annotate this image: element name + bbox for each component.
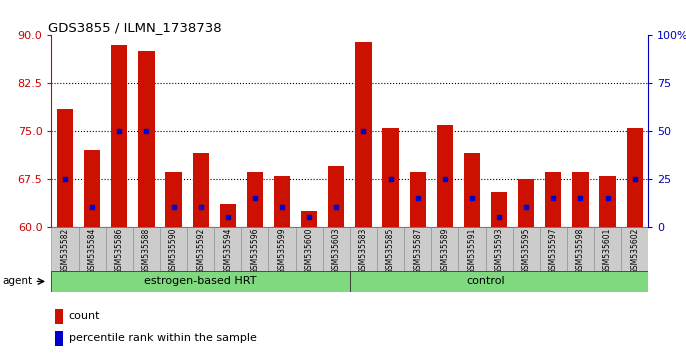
Bar (55, 331, 63, 346)
Text: GSM535583: GSM535583 (359, 228, 368, 274)
Bar (512, 227, 540, 271)
Text: estrogen-based HRT: estrogen-based HRT (145, 276, 257, 286)
Text: GSM535588: GSM535588 (142, 228, 151, 274)
Bar (518, 179, 534, 227)
Text: count: count (69, 311, 100, 321)
Bar (486, 227, 512, 271)
Bar (268, 227, 296, 271)
Text: GSM535587: GSM535587 (413, 228, 422, 274)
Bar (328, 166, 344, 227)
Bar (350, 227, 377, 271)
Bar (594, 227, 621, 271)
Text: GSM535598: GSM535598 (576, 228, 585, 274)
Bar (621, 227, 648, 271)
Text: GSM535595: GSM535595 (521, 228, 531, 274)
Bar (241, 227, 268, 271)
Text: GSM535585: GSM535585 (386, 228, 395, 274)
Bar (247, 172, 263, 227)
Text: GSM535582: GSM535582 (60, 228, 69, 274)
Bar (600, 176, 616, 227)
Text: GSM535589: GSM535589 (440, 228, 449, 274)
Text: control: control (466, 276, 505, 286)
Bar (491, 192, 507, 227)
Bar (567, 227, 594, 271)
Text: GSM535599: GSM535599 (278, 228, 287, 274)
Text: GSM535597: GSM535597 (549, 228, 558, 274)
Text: GSM535592: GSM535592 (196, 228, 205, 274)
Bar (51, 227, 79, 271)
Bar (382, 128, 399, 227)
Text: GSM535603: GSM535603 (332, 228, 341, 274)
Text: GDS3855 / ILMN_1738738: GDS3855 / ILMN_1738738 (49, 21, 222, 34)
Text: GSM535596: GSM535596 (250, 228, 259, 274)
Text: GSM535584: GSM535584 (88, 228, 97, 274)
Text: GSM535590: GSM535590 (169, 228, 178, 274)
Bar (458, 227, 486, 271)
Bar (55, 309, 63, 324)
Bar (165, 172, 182, 227)
Bar (355, 42, 372, 227)
Bar (572, 172, 589, 227)
Bar (51, 271, 350, 292)
Bar (57, 109, 73, 227)
Bar (626, 128, 643, 227)
Bar (214, 227, 241, 271)
Bar (437, 125, 453, 227)
Bar (274, 176, 290, 227)
Bar (296, 227, 322, 271)
Bar (540, 227, 567, 271)
Bar (84, 150, 100, 227)
Text: GSM535602: GSM535602 (630, 228, 639, 274)
Bar (139, 51, 154, 227)
Text: GSM535591: GSM535591 (467, 228, 477, 274)
Bar (220, 204, 236, 227)
Text: GSM535600: GSM535600 (305, 228, 314, 274)
Text: agent: agent (2, 276, 32, 286)
Bar (350, 271, 648, 292)
Bar (377, 227, 404, 271)
Text: percentile rank within the sample: percentile rank within the sample (69, 333, 257, 343)
Bar (545, 172, 561, 227)
Bar (160, 227, 187, 271)
Text: GSM535594: GSM535594 (223, 228, 233, 274)
Bar (410, 172, 426, 227)
Bar (79, 227, 106, 271)
Bar (187, 227, 214, 271)
Bar (106, 227, 133, 271)
Text: GSM535601: GSM535601 (603, 228, 612, 274)
Bar (431, 227, 458, 271)
Bar (404, 227, 431, 271)
Bar (193, 153, 209, 227)
Text: GSM535586: GSM535586 (115, 228, 123, 274)
Bar (133, 227, 160, 271)
Bar (301, 211, 318, 227)
Bar (322, 227, 350, 271)
Bar (464, 153, 480, 227)
Bar (111, 45, 128, 227)
Text: GSM535593: GSM535593 (495, 228, 504, 274)
